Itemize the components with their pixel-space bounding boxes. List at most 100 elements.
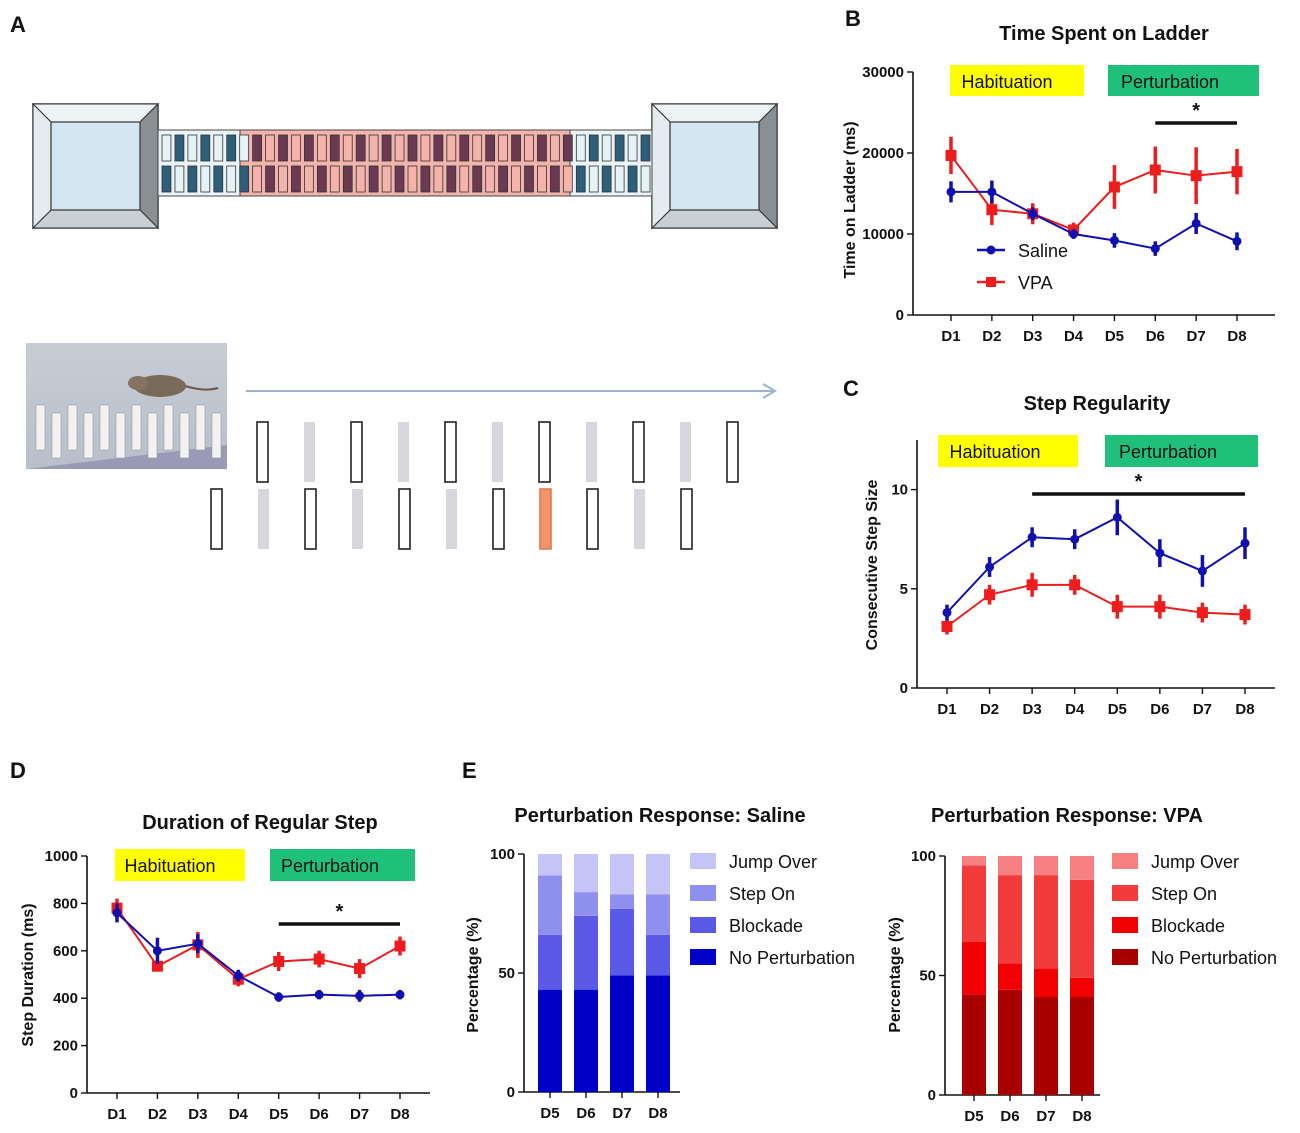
legend-label: Step On bbox=[1151, 884, 1217, 904]
data-point-saline bbox=[1028, 209, 1038, 219]
y-tick-label: 10000 bbox=[862, 226, 904, 243]
ladder-rung bbox=[446, 134, 457, 162]
ladder-rung bbox=[187, 134, 198, 162]
photo-rung bbox=[195, 404, 206, 451]
ladder-rung bbox=[291, 134, 301, 162]
habituation-box bbox=[950, 65, 1084, 96]
bar-segment-no-perturbation bbox=[574, 989, 598, 1092]
ladder-rung bbox=[368, 134, 379, 162]
data-point-saline bbox=[1232, 236, 1242, 246]
y-tick-label: 0 bbox=[507, 1084, 515, 1101]
x-tick-label: D1 bbox=[107, 1106, 126, 1123]
y-axis-label: Step Duration (ms) bbox=[20, 903, 37, 1046]
ladder-rung bbox=[575, 165, 586, 193]
top-rung bbox=[350, 421, 363, 483]
data-point-vpa bbox=[1069, 579, 1081, 591]
ladder-rung bbox=[329, 165, 340, 193]
data-point-saline bbox=[355, 991, 365, 1001]
top-rung bbox=[726, 421, 739, 483]
left-goal-box bbox=[31, 102, 160, 230]
ladder-rung bbox=[200, 134, 211, 162]
legend-label: No Perturbation bbox=[729, 948, 855, 968]
chart-title: Duration of Regular Step bbox=[142, 812, 378, 834]
y-tick-label: 0 bbox=[900, 680, 908, 697]
ladder-rung bbox=[627, 134, 638, 162]
perturbation-label: Perturbation bbox=[1121, 72, 1219, 92]
photo-rung bbox=[67, 404, 78, 451]
series-line-saline bbox=[946, 516, 1246, 614]
ladder-rung bbox=[278, 165, 288, 193]
data-point-saline bbox=[274, 992, 284, 1002]
panel-label-a: A bbox=[10, 12, 26, 37]
y-tick-label: 5 bbox=[900, 581, 908, 598]
y-tick-label: 0 bbox=[896, 307, 904, 324]
perturbation-box bbox=[1108, 65, 1259, 96]
bar-segment-step-on bbox=[1034, 875, 1058, 969]
legend-swatch bbox=[690, 949, 716, 965]
habituation-label: Habituation bbox=[949, 442, 1040, 462]
bar-segment-step-on bbox=[574, 892, 598, 916]
ladder-rung bbox=[407, 165, 418, 193]
data-point-saline bbox=[395, 990, 405, 1000]
photo-rung bbox=[51, 412, 62, 459]
ladder-rung bbox=[588, 165, 599, 193]
bar-segment-jump-over bbox=[610, 854, 634, 895]
ladder-rung bbox=[368, 165, 379, 193]
data-point-saline bbox=[314, 990, 324, 1000]
ladder-rung bbox=[627, 165, 638, 193]
ladder-rung bbox=[252, 165, 262, 193]
data-point-saline bbox=[1240, 538, 1250, 548]
y-tick-label: 400 bbox=[53, 990, 78, 1007]
data-point-vpa bbox=[354, 963, 366, 975]
data-point-saline bbox=[1069, 229, 1079, 239]
top-rung bbox=[398, 422, 409, 482]
bar-segment-step-on bbox=[646, 894, 670, 935]
ladder-rung bbox=[304, 134, 314, 162]
data-point-saline bbox=[233, 971, 243, 981]
data-point-vpa bbox=[1111, 601, 1123, 613]
ladder-rung bbox=[342, 165, 353, 193]
y-tick-label: 50 bbox=[919, 968, 936, 985]
ladder-rung bbox=[562, 134, 573, 162]
ladder-rung bbox=[550, 134, 560, 162]
significance-star: * bbox=[1135, 471, 1143, 493]
perturbed-rung bbox=[539, 488, 552, 550]
photo-rung bbox=[179, 412, 190, 459]
series-line-saline bbox=[116, 912, 401, 999]
data-point-vpa bbox=[1196, 607, 1208, 619]
x-tick-label: D5 bbox=[540, 1105, 559, 1122]
y-tick-label: 0 bbox=[928, 1087, 936, 1104]
bar-segment-no-perturbation bbox=[1070, 997, 1094, 1095]
y-tick-label: 800 bbox=[53, 895, 78, 912]
ladder-rung bbox=[291, 165, 301, 193]
bar-segment-jump-over bbox=[998, 856, 1022, 876]
habituation-box bbox=[115, 849, 245, 881]
habituation-label: Habituation bbox=[961, 72, 1052, 92]
legend-saline-label: Saline bbox=[1018, 241, 1068, 261]
bar-segment-blockade bbox=[646, 934, 670, 976]
bar-segment-no-perturbation bbox=[610, 975, 634, 1092]
bottom-rung bbox=[680, 488, 693, 550]
y-tick-label: 10 bbox=[891, 482, 908, 499]
chart-step-regularity: Step Regularity Habituation Perturbation… bbox=[864, 393, 1275, 718]
data-point-saline bbox=[152, 946, 162, 956]
photo-rung bbox=[131, 404, 142, 451]
bar-segment-blockade bbox=[574, 915, 598, 990]
y-tick-label: 30000 bbox=[862, 64, 904, 81]
perturbation-label: Perturbation bbox=[281, 856, 379, 876]
data-point-vpa bbox=[941, 620, 953, 632]
ladder-rung bbox=[174, 165, 185, 193]
x-tick-label: D8 bbox=[648, 1105, 667, 1122]
bar-segment-step-on bbox=[962, 865, 986, 943]
perturbation-box bbox=[1105, 435, 1258, 467]
ladder-rung bbox=[459, 134, 470, 162]
x-tick-label: D6 bbox=[1150, 701, 1169, 718]
series-line-vpa bbox=[950, 154, 1238, 232]
photo-rung bbox=[35, 404, 46, 451]
bottom-rung bbox=[304, 488, 317, 550]
top-rung bbox=[538, 421, 551, 483]
ladder-rung bbox=[342, 134, 353, 162]
legend-saline-marker bbox=[986, 245, 996, 255]
legend-label: Jump Over bbox=[729, 852, 817, 872]
